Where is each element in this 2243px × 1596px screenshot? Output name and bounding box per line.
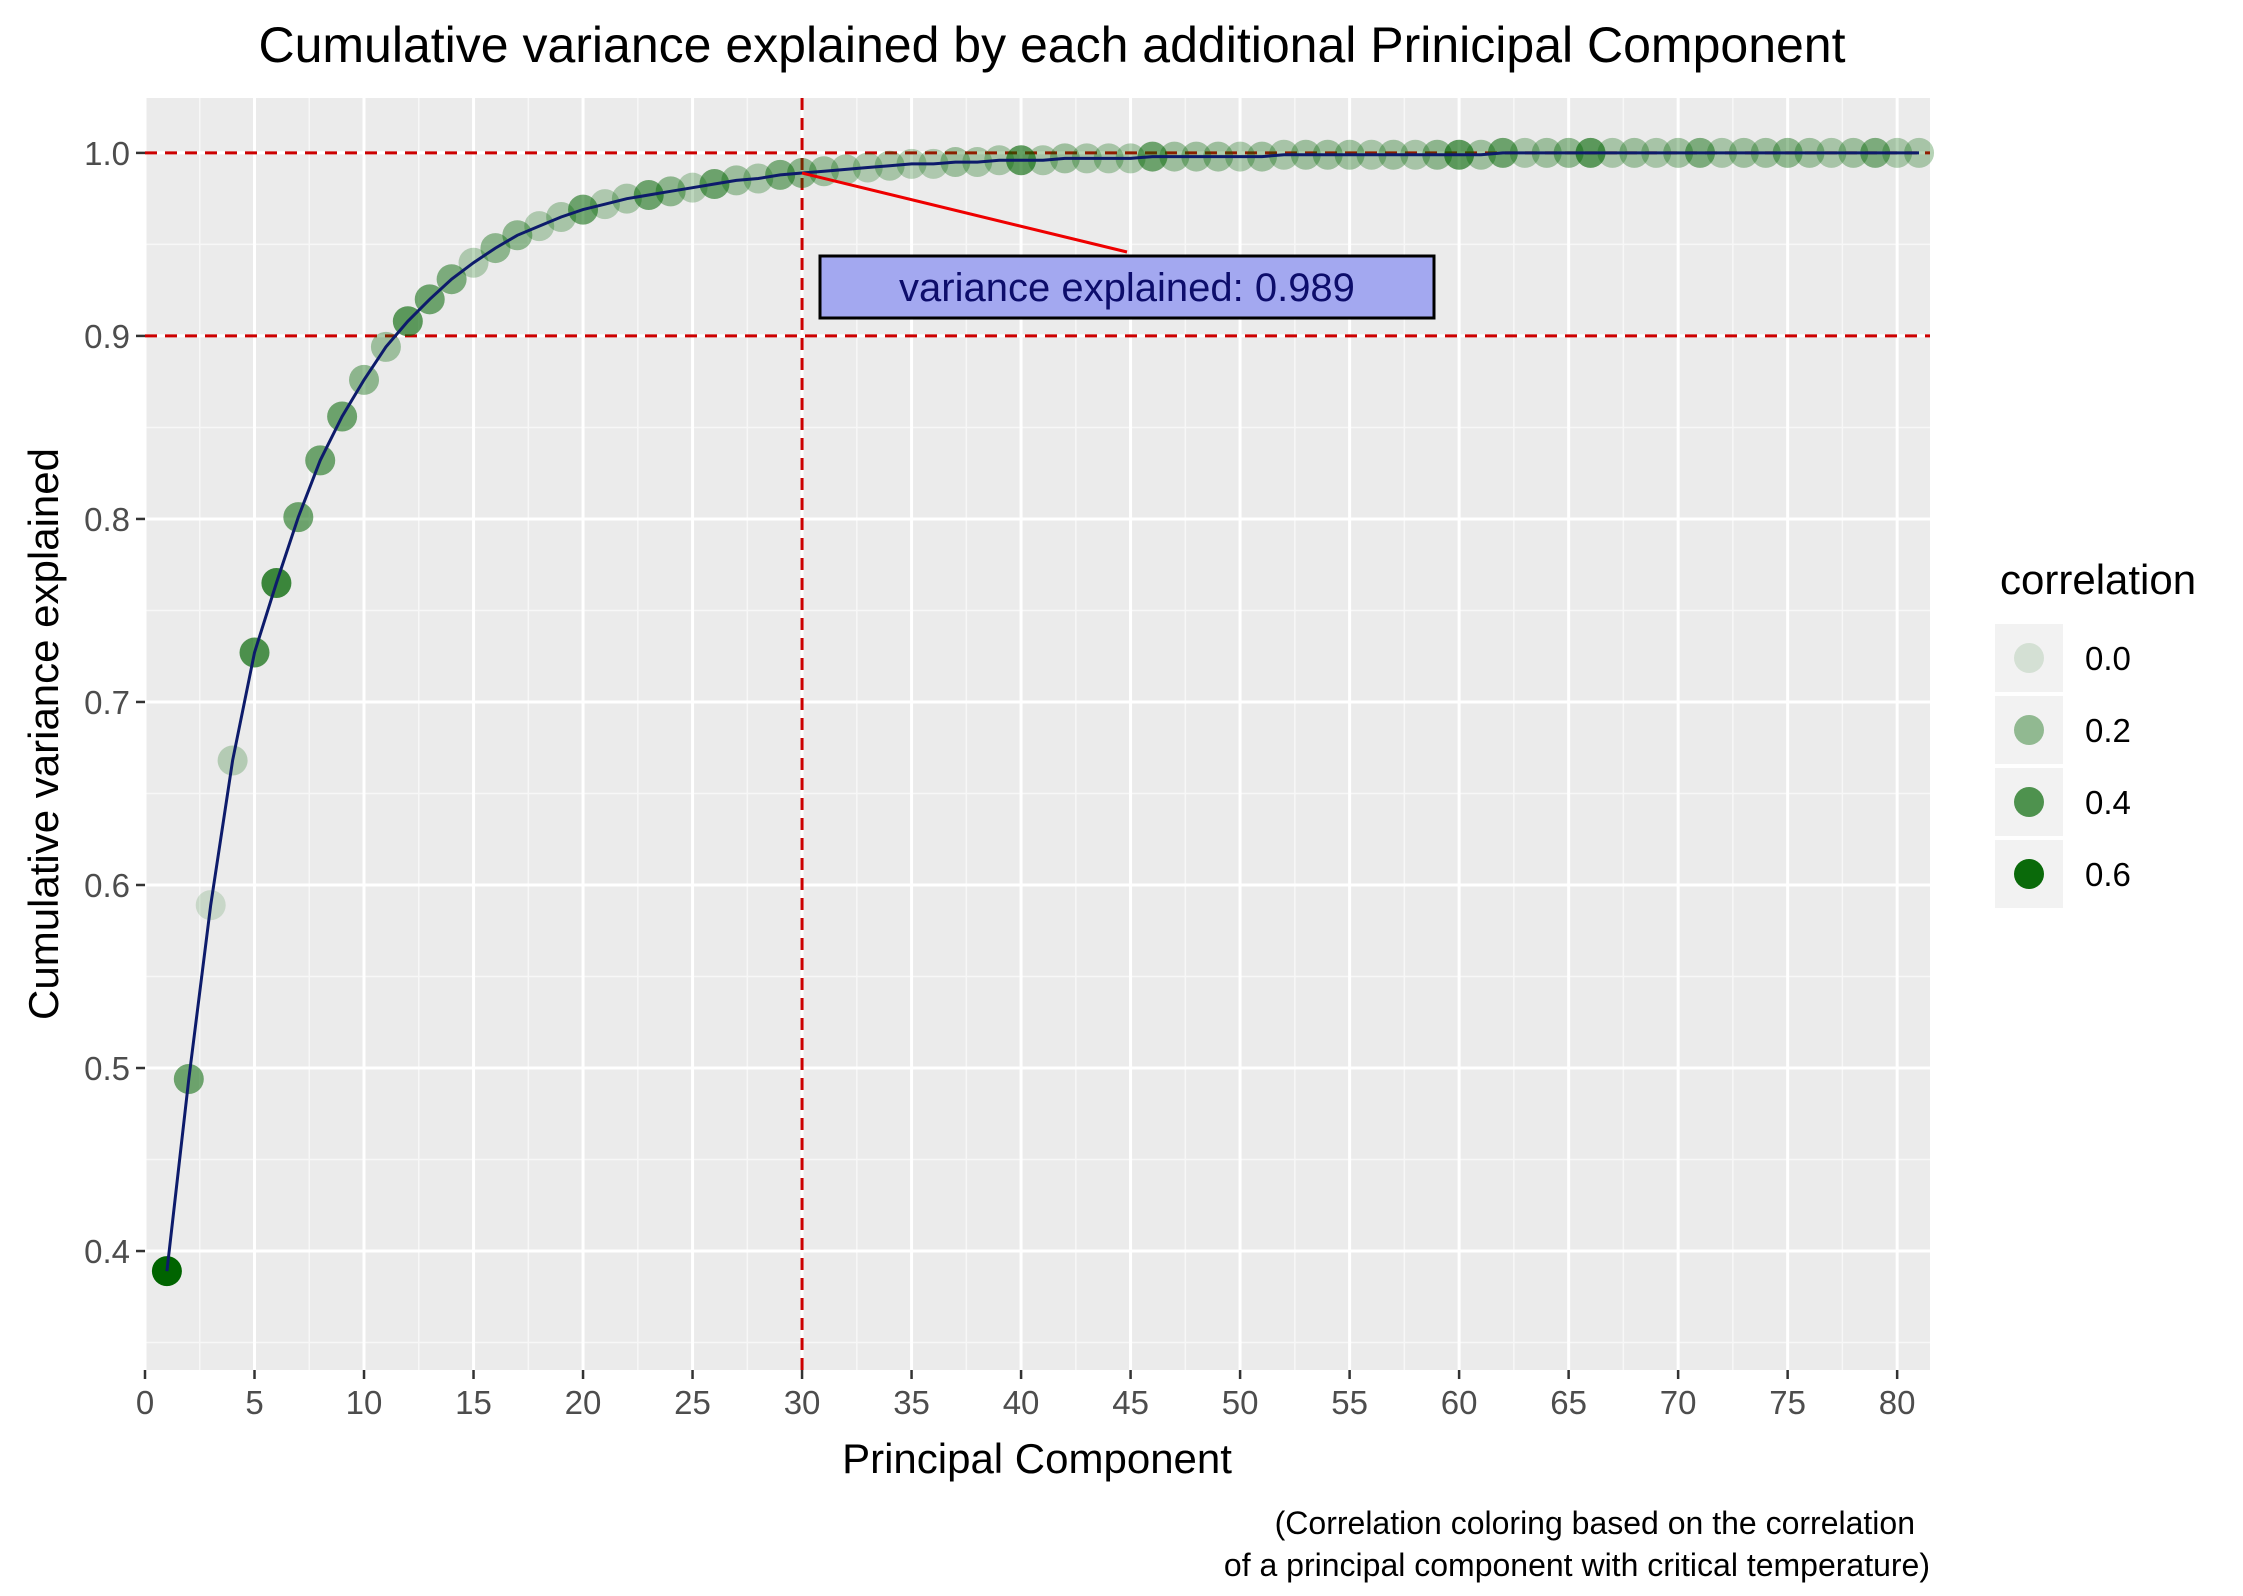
legend-key-swatch <box>2014 859 2044 889</box>
cumulative-variance-line <box>165 151 1919 1272</box>
caption-line-2: of a principal component with critical t… <box>1224 1547 1930 1583</box>
legend-title: correlation <box>2000 556 2196 603</box>
y-tick-label: 1.0 <box>84 135 130 172</box>
y-axis-title: Cumulative variance explained <box>20 448 67 1020</box>
legend-label: 0.6 <box>2085 856 2131 893</box>
legend-key-swatch <box>2014 643 2044 673</box>
y-tick-label: 0.5 <box>84 1050 130 1087</box>
legend-key-swatch <box>2014 787 2044 817</box>
x-tick-label: 15 <box>455 1384 492 1421</box>
x-tick-label: 5 <box>245 1384 263 1421</box>
x-tick-label: 55 <box>1331 1384 1368 1421</box>
annotation-leader-line <box>801 171 1128 254</box>
legend-label: 0.0 <box>2085 640 2131 677</box>
x-tick-label: 30 <box>784 1384 821 1421</box>
x-axis-title: Principal Component <box>842 1435 1232 1482</box>
data-point <box>1904 137 1935 168</box>
x-tick-label: 35 <box>893 1384 930 1421</box>
x-tick-label: 20 <box>565 1384 602 1421</box>
legend-label: 0.4 <box>2085 784 2131 821</box>
legend-key-swatch <box>2014 715 2044 745</box>
x-tick-label: 45 <box>1112 1384 1149 1421</box>
chart-title: Cumulative variance explained by each ad… <box>258 17 1845 73</box>
legend: correlation 0.0 0.2 0.4 0.6 <box>1995 556 2196 908</box>
legend-key-background <box>1995 696 2063 764</box>
legend-label: 0.2 <box>2085 712 2131 749</box>
y-tick-label: 0.9 <box>84 318 130 355</box>
x-tick-label: 75 <box>1769 1384 1806 1421</box>
caption-line-1: (Correlation coloring based on the corre… <box>1275 1505 1915 1541</box>
axes: 0 5 10 15 20 25 30 35 40 45 50 55 60 65 70 75 80 0.4 0.5 0.… <box>84 135 1915 1421</box>
x-tick-label: 10 <box>346 1384 383 1421</box>
x-tick-label: 70 <box>1660 1384 1697 1421</box>
y-tick-label: 0.7 <box>84 684 130 721</box>
x-tick-label: 65 <box>1550 1384 1587 1421</box>
x-tick-label: 80 <box>1879 1384 1916 1421</box>
annotation: variance explained: 0.989 <box>801 171 1436 320</box>
y-tick-label: 0.4 <box>84 1233 130 1270</box>
legend-keys: 0.0 0.2 0.4 0.6 <box>1995 624 2131 908</box>
x-tick-label: 50 <box>1222 1384 1259 1421</box>
x-tick-label: 0 <box>136 1384 154 1421</box>
legend-key-background <box>1995 624 2063 692</box>
y-tick-label: 0.6 <box>84 867 130 904</box>
x-tick-label: 60 <box>1441 1384 1478 1421</box>
y-tick-label: 0.8 <box>84 501 130 538</box>
annotation-label: variance explained: 0.989 <box>899 266 1355 310</box>
x-tick-label: 25 <box>674 1384 711 1421</box>
x-tick-label: 40 <box>1003 1384 1040 1421</box>
annotation-box <box>818 254 1436 320</box>
